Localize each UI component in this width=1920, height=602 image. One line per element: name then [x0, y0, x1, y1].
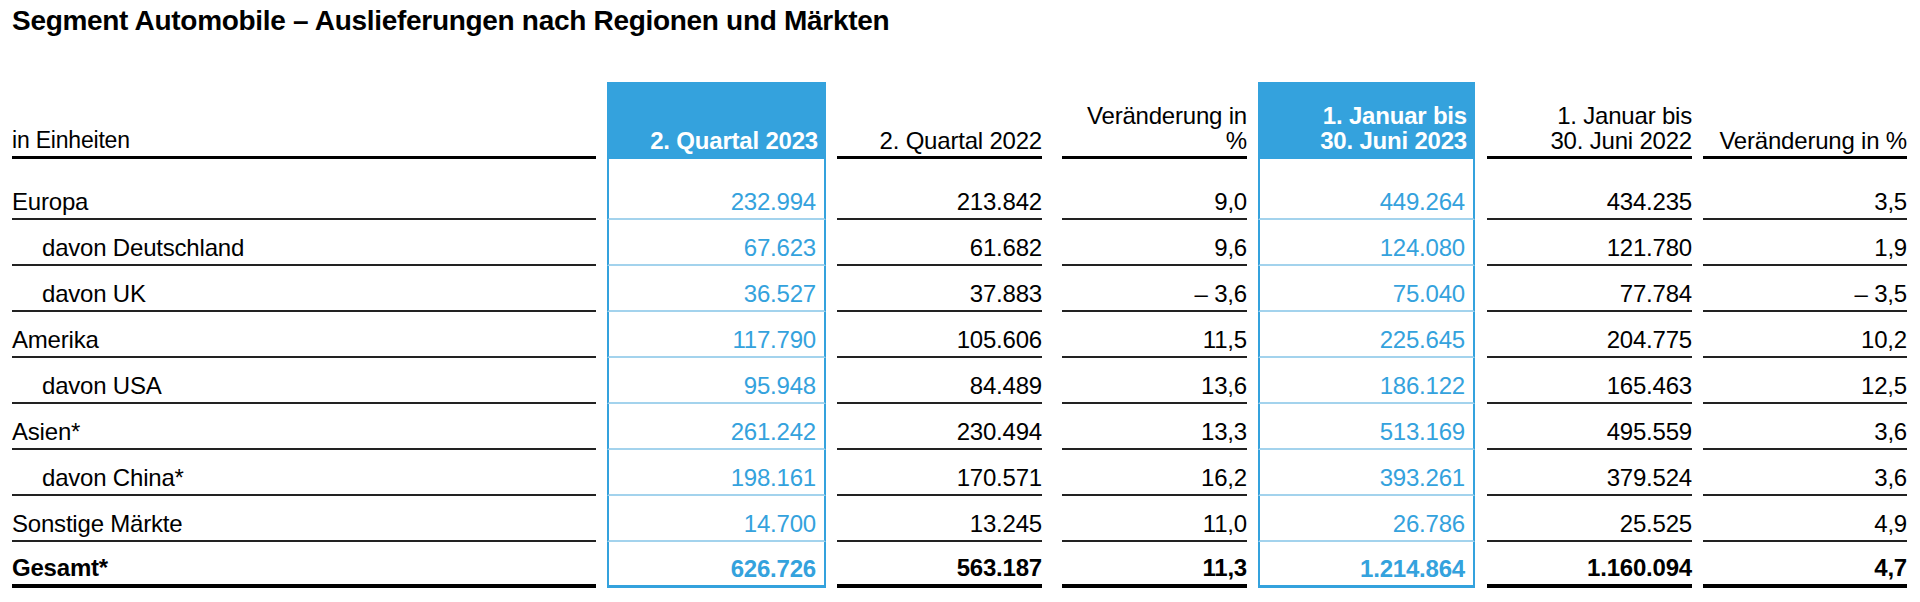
cell-q2-2022: 170.571 — [837, 450, 1042, 496]
cell-change-quarter: 13,3 — [1062, 404, 1247, 450]
cell-change-quarter: 11,0 — [1062, 496, 1247, 542]
cell-h1-2022: 77.784 — [1487, 266, 1692, 312]
cell-q2-2023: 198.161 — [607, 450, 826, 496]
cell-q2-2022: 105.606 — [837, 312, 1042, 358]
cell-change-quarter: 11,5 — [1062, 312, 1247, 358]
row-label: davon China* — [12, 450, 596, 496]
cell-h1-2023: 26.786 — [1258, 496, 1475, 542]
cell-q2-2023: 261.242 — [607, 404, 826, 450]
row-label: davon Deutschland — [12, 220, 596, 266]
cell-change-half: 4,7 — [1703, 542, 1907, 588]
row-label: Sonstige Märkte — [12, 496, 596, 542]
cell-change-quarter: – 3,6 — [1062, 266, 1247, 312]
cell-h1-2022: 434.235 — [1487, 159, 1692, 220]
deliveries-table: in Einheiten 2. Quartal 2023 2. Quartal … — [12, 82, 1907, 588]
cell-q2-2022: 563.187 — [837, 542, 1042, 588]
cell-change-half: 12,5 — [1703, 358, 1907, 404]
cell-q2-2022: 61.682 — [837, 220, 1042, 266]
cell-h1-2023: 513.169 — [1258, 404, 1475, 450]
cell-change-quarter: 9,6 — [1062, 220, 1247, 266]
cell-h1-2022: 204.775 — [1487, 312, 1692, 358]
cell-h1-2023: 1.214.864 — [1258, 542, 1475, 588]
table-row-usa: davon USA 95.948 84.489 13,6 186.122 165… — [12, 358, 1907, 404]
cell-h1-2022: 165.463 — [1487, 358, 1692, 404]
cell-h1-2023: 186.122 — [1258, 358, 1475, 404]
cell-h1-2023: 75.040 — [1258, 266, 1475, 312]
row-label: davon UK — [12, 266, 596, 312]
cell-change-quarter: 11,3 — [1062, 542, 1247, 588]
cell-change-half: – 3,5 — [1703, 266, 1907, 312]
cell-change-half: 3,6 — [1703, 450, 1907, 496]
cell-change-half: 10,2 — [1703, 312, 1907, 358]
cell-q2-2023: 232.994 — [607, 159, 826, 220]
cell-q2-2022: 84.489 — [837, 358, 1042, 404]
table-row-deutschland: davon Deutschland 67.623 61.682 9,6 124.… — [12, 220, 1907, 266]
cell-q2-2023: 14.700 — [607, 496, 826, 542]
table-row-uk: davon UK 36.527 37.883 – 3,6 75.040 77.7… — [12, 266, 1907, 312]
column-header-q2-2022: 2. Quartal 2022 — [837, 82, 1042, 159]
cell-change-half: 3,6 — [1703, 404, 1907, 450]
cell-change-quarter: 13,6 — [1062, 358, 1247, 404]
row-label: Asien* — [12, 404, 596, 450]
page-title: Segment Automobile – Auslieferungen nach… — [12, 6, 1907, 36]
cell-q2-2023: 626.726 — [607, 542, 826, 588]
cell-q2-2022: 13.245 — [837, 496, 1042, 542]
table-header-row: in Einheiten 2. Quartal 2023 2. Quartal … — [12, 82, 1907, 159]
cell-h1-2023: 393.261 — [1258, 450, 1475, 496]
column-header-units-label: in Einheiten — [12, 128, 596, 153]
cell-h1-2022: 121.780 — [1487, 220, 1692, 266]
cell-q2-2022: 37.883 — [837, 266, 1042, 312]
cell-change-half: 4,9 — [1703, 496, 1907, 542]
table-row-sonstige-maerkte: Sonstige Märkte 14.700 13.245 11,0 26.78… — [12, 496, 1907, 542]
cell-change-quarter: 9,0 — [1062, 159, 1247, 220]
column-header-change-half: Veränderung in % — [1703, 82, 1907, 159]
cell-q2-2022: 213.842 — [837, 159, 1042, 220]
cell-change-quarter: 16,2 — [1062, 450, 1247, 496]
table-row-gesamt: Gesamt* 626.726 563.187 11,3 1.214.864 1… — [12, 542, 1907, 588]
cell-h1-2022: 379.524 — [1487, 450, 1692, 496]
cell-q2-2023: 117.790 — [607, 312, 826, 358]
row-label: davon USA — [12, 358, 596, 404]
cell-h1-2022: 1.160.094 — [1487, 542, 1692, 588]
cell-h1-2023: 225.645 — [1258, 312, 1475, 358]
cell-change-half: 3,5 — [1703, 159, 1907, 220]
cell-q2-2023: 95.948 — [607, 358, 826, 404]
report-page: Segment Automobile – Auslieferungen nach… — [0, 0, 1920, 588]
cell-change-half: 1,9 — [1703, 220, 1907, 266]
table-row-europa: Europa 232.994 213.842 9,0 449.264 434.2… — [12, 159, 1907, 220]
cell-h1-2023: 449.264 — [1258, 159, 1475, 220]
cell-q2-2023: 67.623 — [607, 220, 826, 266]
cell-h1-2023: 124.080 — [1258, 220, 1475, 266]
column-header-h1-2022: 1. Januar bis 30. Juni 2022 — [1487, 82, 1692, 159]
cell-h1-2022: 495.559 — [1487, 404, 1692, 450]
cell-h1-2022: 25.525 — [1487, 496, 1692, 542]
table-row-amerika: Amerika 117.790 105.606 11,5 225.645 204… — [12, 312, 1907, 358]
table-row-china: davon China* 198.161 170.571 16,2 393.26… — [12, 450, 1907, 496]
cell-q2-2022: 230.494 — [837, 404, 1042, 450]
row-label: Amerika — [12, 312, 596, 358]
column-header-q2-2023: 2. Quartal 2023 — [607, 82, 826, 159]
column-header-h1-2023: 1. Januar bis 30. Juni 2023 — [1258, 82, 1475, 159]
column-header-change-quarter: Veränderung in % — [1062, 82, 1247, 159]
table-row-asien: Asien* 261.242 230.494 13,3 513.169 495.… — [12, 404, 1907, 450]
row-label: Gesamt* — [12, 542, 596, 588]
row-label: Europa — [12, 159, 596, 220]
cell-q2-2023: 36.527 — [607, 266, 826, 312]
column-header-units: in Einheiten — [12, 82, 596, 159]
